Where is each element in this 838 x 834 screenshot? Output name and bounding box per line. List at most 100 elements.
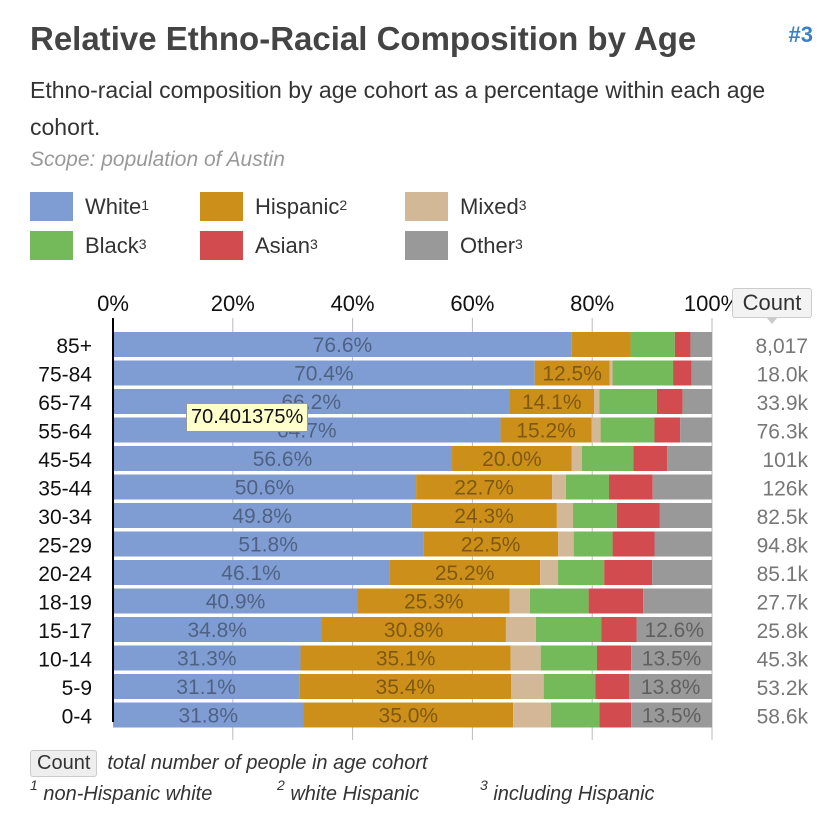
count-column: 8,017 18.0k 33.9k 76.3k 101k 126k 82.5k 94.8k 85…: [755, 335, 808, 729]
x-tick-label: 20%: [211, 291, 255, 316]
bar-white-15-17[interactable]: [113, 617, 322, 642]
bar-mixed-18-19[interactable]: [509, 588, 530, 614]
bar-asian-25-29[interactable]: [612, 531, 655, 557]
count-header-button[interactable]: Count: [732, 288, 812, 324]
bar-white-0-4[interactable]: [113, 702, 304, 728]
bar-other-20-24[interactable]: [652, 560, 712, 585]
bar-asian-45-54[interactable]: [633, 446, 668, 471]
bar-asian-30-34[interactable]: [616, 503, 660, 528]
bar-white-85+[interactable]: [113, 332, 572, 357]
bar-asian-55-64[interactable]: [654, 417, 681, 443]
chart-number-badge[interactable]: #3: [788, 22, 813, 47]
footnote-sup: 2: [277, 777, 285, 794]
bar-other-18-19[interactable]: [643, 588, 712, 614]
bar-other-45-54[interactable]: [667, 446, 712, 471]
bar-other-10-14[interactable]: [631, 645, 712, 671]
legend-item-black[interactable]: Black 3: [30, 231, 147, 260]
bar-mixed-55-64[interactable]: [591, 417, 601, 443]
bar-mixed-15-17[interactable]: [505, 617, 536, 642]
legend-item-hispanic[interactable]: Hispanic 2: [200, 192, 347, 221]
bar-value-label: 31.3%: [177, 648, 237, 671]
bar-hispanic-35-44[interactable]: [416, 474, 553, 500]
bar-asian-18-19[interactable]: [588, 588, 644, 614]
bar-black-10-14[interactable]: [540, 645, 597, 671]
bar-mixed-35-44[interactable]: [552, 474, 566, 500]
count-value: 101k: [762, 449, 808, 472]
bar-black-65-74[interactable]: [599, 389, 657, 414]
bar-mixed-0-4[interactable]: [513, 702, 551, 728]
bar-hispanic-85+[interactable]: [571, 332, 631, 357]
bar-asian-75-84[interactable]: [673, 360, 692, 386]
bar-hispanic-10-14[interactable]: [300, 645, 511, 671]
bar-black-0-4[interactable]: [550, 702, 600, 728]
bar-asian-20-24[interactable]: [604, 560, 653, 585]
bar-black-30-34[interactable]: [573, 503, 617, 528]
bar-mixed-65-74[interactable]: [593, 389, 600, 414]
y-category-label: 75-84: [38, 364, 92, 387]
bar-asian-35-44[interactable]: [608, 474, 653, 500]
bar-white-18-19[interactable]: [113, 588, 358, 614]
bar-black-15-17[interactable]: [535, 617, 602, 642]
bar-black-75-84[interactable]: [612, 360, 674, 386]
bar-hispanic-45-54[interactable]: [452, 446, 572, 471]
bar-hispanic-15-17[interactable]: [321, 617, 506, 642]
bar-white-45-54[interactable]: [113, 446, 453, 471]
bar-other-65-74[interactable]: [682, 389, 712, 414]
bar-white-35-44[interactable]: [113, 474, 417, 500]
bar-white-30-34[interactable]: [113, 503, 412, 528]
bar-mixed-75-84[interactable]: [609, 360, 613, 386]
bar-black-18-19[interactable]: [529, 588, 589, 614]
bar-hispanic-75-84[interactable]: [534, 360, 610, 386]
bar-asian-65-74[interactable]: [656, 389, 683, 414]
bar-mixed-5-9[interactable]: [511, 674, 544, 699]
bar-other-55-64[interactable]: [680, 417, 712, 443]
page-title: Relative Ethno-Racial Composition by Age: [30, 20, 697, 57]
bar-hispanic-30-34[interactable]: [411, 503, 557, 528]
bar-black-5-9[interactable]: [543, 674, 596, 699]
bar-asian-15-17[interactable]: [601, 617, 637, 642]
bar-other-35-44[interactable]: [652, 474, 712, 500]
bar-other-25-29[interactable]: [654, 531, 712, 557]
y-category-label: 30-34: [38, 506, 92, 529]
bar-hispanic-55-64[interactable]: [500, 417, 592, 443]
bar-black-85+[interactable]: [630, 332, 675, 357]
bar-mixed-25-29[interactable]: [558, 531, 574, 557]
bar-hispanic-25-29[interactable]: [423, 531, 559, 557]
bar-asian-0-4[interactable]: [599, 702, 632, 728]
bar-asian-5-9[interactable]: [595, 674, 630, 699]
legend-item-white[interactable]: White 1: [30, 192, 149, 221]
bar-white-5-9[interactable]: [113, 674, 300, 699]
bar-black-35-44[interactable]: [565, 474, 609, 500]
bar-other-30-34[interactable]: [659, 503, 712, 528]
bar-hispanic-18-19[interactable]: [357, 588, 510, 614]
bar-asian-85+[interactable]: [674, 332, 691, 357]
legend-item-asian[interactable]: Asian 3: [200, 231, 318, 260]
bar-other-5-9[interactable]: [629, 674, 712, 699]
bar-mixed-45-54[interactable]: [571, 446, 583, 471]
bar-black-45-54[interactable]: [582, 446, 634, 471]
bar-other-15-17[interactable]: [636, 617, 712, 642]
bar-white-65-74[interactable]: [113, 389, 510, 414]
bar-white-20-24[interactable]: [113, 560, 390, 585]
bar-hispanic-20-24[interactable]: [389, 560, 541, 585]
bar-other-75-84[interactable]: [691, 360, 712, 386]
legend-item-mixed[interactable]: Mixed 3: [405, 192, 526, 221]
bar-hispanic-0-4[interactable]: [303, 702, 514, 728]
count-value: 126k: [762, 478, 808, 501]
bar-hispanic-65-74[interactable]: [509, 389, 594, 414]
bar-black-20-24[interactable]: [558, 560, 605, 585]
bar-mixed-20-24[interactable]: [540, 560, 559, 585]
bar-black-55-64[interactable]: [600, 417, 655, 443]
bar-asian-10-14[interactable]: [596, 645, 632, 671]
bar-other-85+[interactable]: [690, 332, 712, 357]
bar-other-0-4[interactable]: [631, 702, 712, 728]
bar-white-75-84[interactable]: [113, 360, 535, 386]
bar-hispanic-5-9[interactable]: [299, 674, 512, 699]
bar-mixed-30-34[interactable]: [556, 503, 574, 528]
legend-item-other[interactable]: Other 3: [405, 231, 523, 260]
bar-mixed-10-14[interactable]: [510, 645, 541, 671]
bar-white-25-29[interactable]: [113, 531, 424, 557]
bar-black-25-29[interactable]: [573, 531, 613, 557]
bar-white-10-14[interactable]: [113, 645, 301, 671]
